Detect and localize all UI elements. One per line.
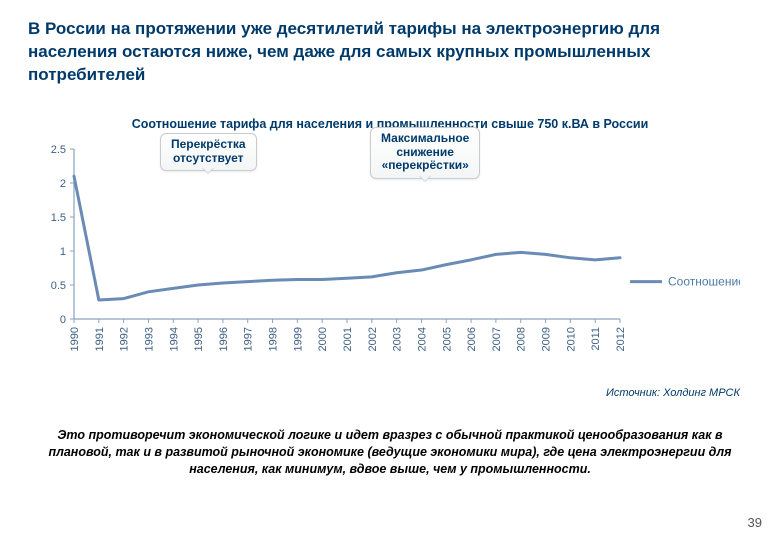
svg-text:2007: 2007 <box>491 327 503 351</box>
svg-text:2009: 2009 <box>541 327 553 351</box>
svg-text:2008: 2008 <box>516 327 528 351</box>
svg-text:2004: 2004 <box>416 327 428 351</box>
svg-text:2: 2 <box>60 178 66 190</box>
svg-text:1992: 1992 <box>119 327 131 351</box>
svg-text:1997: 1997 <box>243 327 255 351</box>
svg-text:2006: 2006 <box>466 327 478 351</box>
svg-text:0.5: 0.5 <box>51 280 66 292</box>
svg-text:Соотношение: Соотношение <box>668 274 740 288</box>
callout-line: Максимальное <box>381 131 469 145</box>
callout-line: отсутствует <box>173 151 244 165</box>
svg-text:1990: 1990 <box>69 327 81 351</box>
svg-text:2000: 2000 <box>317 327 329 351</box>
svg-text:2.5: 2.5 <box>51 144 66 156</box>
chart-area: 0 0.5 1 1.5 2 2.5 1990 1991 1992 1993 1994 1995 1996… <box>40 139 740 369</box>
svg-text:1: 1 <box>60 246 66 258</box>
svg-text:1998: 1998 <box>268 327 280 351</box>
svg-text:2011: 2011 <box>590 327 602 351</box>
callout-line: Перекрёстка <box>171 137 246 151</box>
callout-no-cross: Перекрёстка отсутствует <box>160 133 257 172</box>
chart-source: Источник: Холдинг МРСК <box>28 387 740 399</box>
footnote-text: Это противоречит экономической логике и … <box>28 427 752 478</box>
callout-max-reduction: Максимальное снижение «перекрёстки» <box>370 127 480 179</box>
svg-text:1991: 1991 <box>94 327 106 351</box>
svg-text:1993: 1993 <box>143 327 155 351</box>
callout-line: «перекрёстки» <box>382 158 469 172</box>
svg-text:2010: 2010 <box>565 327 577 351</box>
svg-text:1999: 1999 <box>292 327 304 351</box>
svg-text:2005: 2005 <box>441 327 453 351</box>
callout-line: снижение <box>396 145 454 159</box>
svg-text:1996: 1996 <box>218 327 230 351</box>
svg-text:2003: 2003 <box>392 327 404 351</box>
svg-text:2002: 2002 <box>367 327 379 351</box>
svg-text:1994: 1994 <box>168 327 180 351</box>
svg-text:0: 0 <box>60 314 66 326</box>
svg-text:1.5: 1.5 <box>51 212 66 224</box>
svg-text:2001: 2001 <box>342 327 354 351</box>
page-title: В России на протяжении уже десятилетий т… <box>28 18 752 87</box>
svg-text:1995: 1995 <box>193 327 205 351</box>
page-number: 39 <box>748 515 762 530</box>
svg-text:2012: 2012 <box>615 327 627 351</box>
